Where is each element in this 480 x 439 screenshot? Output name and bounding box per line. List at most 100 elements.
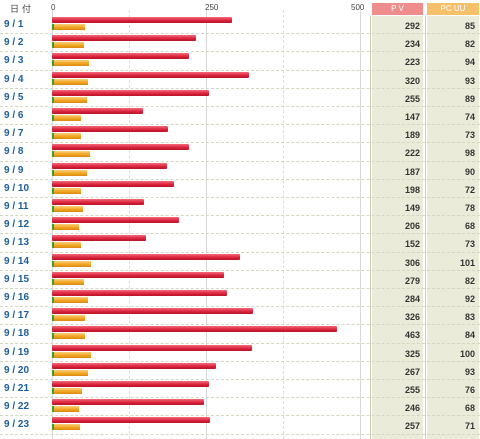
uu-marker — [52, 261, 54, 267]
uu-bar — [54, 151, 90, 157]
pv-bar — [52, 126, 168, 132]
uu-value: 74 — [464, 112, 475, 122]
row-divider — [0, 343, 480, 344]
pv-bar — [52, 290, 227, 296]
row-divider — [0, 106, 480, 107]
pv-bar — [52, 53, 189, 59]
uu-marker — [52, 352, 54, 358]
column-separator — [425, 16, 426, 439]
uu-bar — [54, 333, 85, 339]
pv-column-bg — [372, 16, 423, 439]
uu-value: 89 — [464, 94, 475, 104]
row-divider — [0, 88, 480, 89]
uu-value: 82 — [464, 39, 475, 49]
uu-bar — [54, 133, 81, 139]
pv-bar — [52, 17, 232, 23]
uu-bar — [54, 79, 88, 85]
pv-value: 152 — [404, 239, 420, 249]
date-label: 9 / 11 — [4, 201, 29, 212]
date-label: 9 / 22 — [4, 401, 30, 412]
uu-bar — [54, 261, 91, 267]
uu-value: 90 — [464, 167, 475, 177]
uu-marker — [52, 388, 54, 394]
pv-bar — [52, 163, 167, 169]
uu-column-bg — [427, 16, 479, 439]
uu-value: 68 — [464, 403, 475, 413]
uu-marker — [52, 315, 54, 321]
uu-marker — [52, 60, 54, 66]
pv-bar — [52, 235, 146, 241]
uu-header: PC UU — [427, 3, 479, 15]
pv-bar — [52, 181, 174, 187]
uu-marker — [52, 42, 54, 48]
uu-marker — [52, 333, 54, 339]
date-label: 9 / 6 — [4, 110, 24, 121]
date-label: 9 / 8 — [4, 146, 24, 157]
uu-bar — [54, 188, 81, 194]
uu-bar — [54, 115, 81, 121]
date-label: 9 / 17 — [4, 310, 30, 321]
uu-value: 72 — [464, 185, 475, 195]
pv-value: 306 — [404, 258, 420, 268]
x-tick-label: 0 — [51, 3, 56, 12]
uu-marker — [52, 115, 54, 121]
date-label: 9 / 7 — [4, 128, 24, 139]
pv-bar — [52, 308, 253, 314]
row-divider — [0, 70, 480, 71]
date-label: 9 / 16 — [4, 292, 30, 303]
row-divider — [0, 270, 480, 271]
row-divider — [0, 33, 480, 34]
pv-value: 206 — [404, 221, 420, 231]
row-divider — [0, 288, 480, 289]
uu-bar — [54, 224, 79, 230]
x-gridline — [206, 10, 207, 439]
row-divider — [0, 379, 480, 380]
row-divider — [0, 361, 480, 362]
uu-bar — [54, 206, 83, 212]
date-label: 9 / 5 — [4, 92, 24, 103]
uu-marker — [52, 170, 54, 176]
row-divider — [0, 434, 480, 435]
pv-value: 223 — [404, 57, 420, 67]
date-label: 9 / 10 — [4, 183, 30, 194]
uu-value: 84 — [464, 330, 475, 340]
pv-value: 149 — [404, 203, 420, 213]
uu-marker — [52, 224, 54, 230]
uu-marker — [52, 424, 54, 430]
row-divider — [0, 142, 480, 143]
row-divider — [0, 252, 480, 253]
column-separator — [370, 16, 371, 439]
pv-value: 284 — [404, 294, 420, 304]
uu-value: 71 — [464, 421, 475, 431]
uu-bar — [54, 424, 80, 430]
x-gridline — [360, 10, 361, 439]
pv-bar — [52, 144, 189, 150]
uu-marker — [52, 151, 54, 157]
date-label: 9 / 9 — [4, 165, 24, 176]
uu-value: 100 — [459, 349, 475, 359]
pv-value: 198 — [404, 185, 420, 195]
uu-bar — [54, 170, 87, 176]
uu-bar — [54, 406, 79, 412]
uu-marker — [52, 279, 54, 285]
pv-bar — [52, 417, 210, 423]
uu-marker — [52, 206, 54, 212]
row-divider — [0, 51, 480, 52]
pv-value: 255 — [404, 94, 420, 104]
uu-bar — [54, 315, 85, 321]
date-label: 9 / 23 — [4, 419, 30, 430]
x-gridline-minor — [129, 10, 130, 439]
pv-bar — [52, 72, 249, 78]
pv-bar — [52, 399, 204, 405]
x-tick-label: 250 — [205, 3, 219, 12]
date-label: 9 / 18 — [4, 328, 30, 339]
date-label: 9 / 12 — [4, 219, 30, 230]
pv-value: 279 — [404, 276, 420, 286]
pv-value: 257 — [404, 421, 420, 431]
pv-value: 292 — [404, 21, 420, 31]
date-label: 9 / 19 — [4, 347, 30, 358]
uu-value: 82 — [464, 276, 475, 286]
row-divider — [0, 161, 480, 162]
uu-bar — [54, 97, 87, 103]
